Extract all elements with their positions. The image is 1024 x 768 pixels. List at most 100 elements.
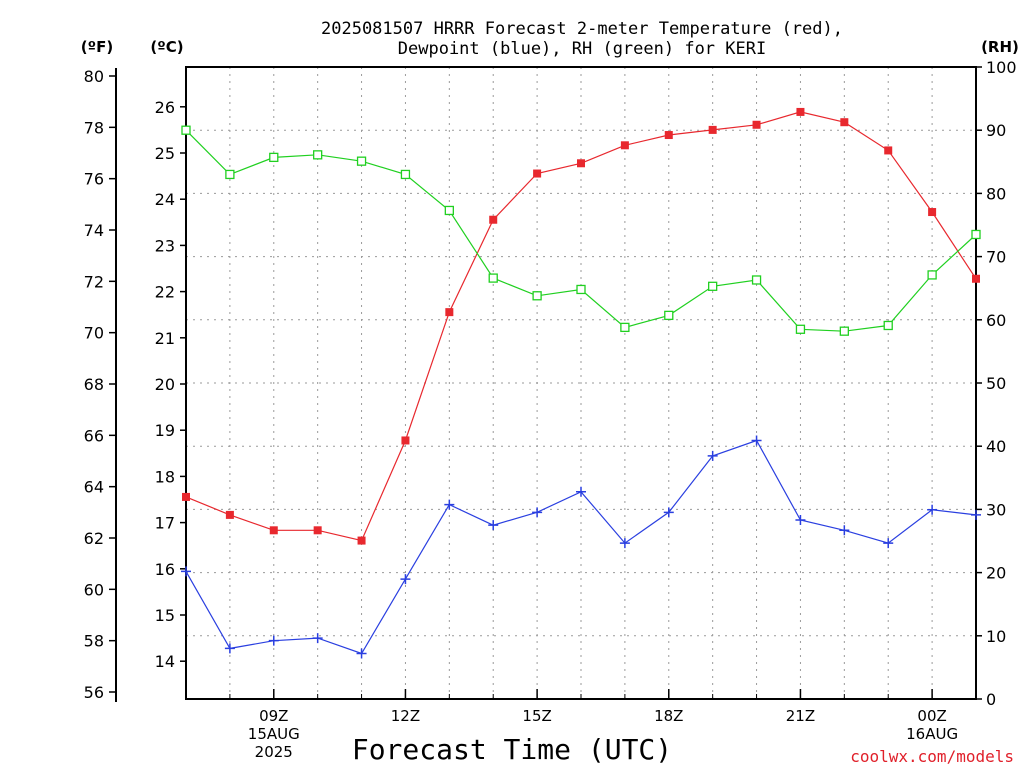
temperature-point — [752, 120, 761, 129]
dewpoint-point — [971, 509, 981, 520]
dewpoint-point — [532, 507, 543, 518]
temperature-point — [182, 492, 190, 501]
rh-point — [269, 152, 279, 163]
rh-point — [620, 322, 630, 333]
x-tick-label: 15AUG — [248, 725, 300, 743]
celsius-tick-label: 18 — [155, 467, 175, 486]
rh-tick-label: 70 — [986, 248, 1006, 267]
dewpoint-point — [619, 538, 630, 549]
fahrenheit-axis-unit: (ºF) — [81, 38, 113, 56]
fahrenheit-tick-label: 72 — [84, 272, 104, 291]
x-tick-label: 09Z — [259, 707, 288, 725]
temperature-point — [796, 107, 805, 116]
fahrenheit-tick-label: 68 — [84, 375, 104, 394]
dewpoint-point — [839, 525, 850, 536]
rh-point — [488, 273, 498, 283]
celsius-tick-label: 17 — [155, 514, 175, 533]
temperature-point — [664, 131, 673, 140]
rh-point — [444, 205, 454, 216]
temperature-point — [445, 308, 454, 317]
dewpoint-point — [663, 507, 674, 518]
x-tick-label: 00Z — [917, 707, 946, 725]
temperature-point — [620, 141, 629, 150]
celsius-axis-unit: (ºC) — [150, 38, 183, 56]
x-axis-label: Forecast Time (UTC) — [352, 733, 672, 766]
rh-point — [532, 291, 542, 301]
rh-tick-label: 90 — [986, 121, 1006, 140]
fahrenheit-tick-label: 66 — [84, 426, 104, 445]
rh-point — [181, 125, 191, 135]
x-tick-label: 16AUG — [906, 725, 958, 743]
dewpoint-point — [181, 566, 191, 577]
temperature-point — [884, 146, 893, 155]
temperature-point — [928, 208, 937, 217]
celsius-tick-label: 24 — [155, 190, 175, 209]
temperature-point — [269, 526, 278, 535]
temperature-point — [708, 125, 717, 134]
temperature-point — [357, 536, 366, 545]
temperature-point — [313, 526, 322, 535]
rh-tick-label: 40 — [986, 437, 1006, 456]
dewpoint-point — [707, 450, 718, 461]
celsius-tick-label: 19 — [155, 421, 175, 440]
rh-tick-label: 80 — [986, 184, 1006, 203]
fahrenheit-tick-label: 64 — [84, 478, 104, 497]
rh-tick-label: 60 — [986, 311, 1006, 330]
rh-point — [708, 281, 718, 291]
temperature-point — [401, 436, 410, 445]
axes — [109, 66, 982, 702]
celsius-tick-label: 20 — [155, 375, 175, 394]
rh-tick-label: 0 — [986, 690, 996, 709]
rh-point — [883, 320, 893, 331]
rh-point — [664, 310, 674, 321]
celsius-tick-label: 22 — [155, 283, 175, 302]
temperature-point — [489, 215, 498, 224]
celsius-tick-label: 16 — [155, 560, 175, 579]
rh-tick-label: 50 — [986, 374, 1006, 393]
chart-title-line1: 2025081507 HRRR Forecast 2-meter Tempera… — [321, 19, 843, 39]
rh-point — [751, 275, 762, 285]
rh-point — [225, 169, 235, 180]
fahrenheit-tick-labels: 56 58 60 62 64 66 68 70 72 74 76 78 80 — [84, 67, 104, 702]
rh-point — [356, 156, 367, 166]
dewpoint-point — [312, 633, 323, 644]
x-tick-label: 21Z — [786, 707, 815, 725]
dewpoint-point — [444, 499, 455, 510]
fahrenheit-tick-label: 62 — [84, 529, 104, 548]
rh-tick-label: 100 — [986, 58, 1017, 77]
x-tick-label: 2025 — [255, 743, 293, 761]
celsius-tick-label: 14 — [155, 652, 175, 671]
x-tick-label: 18Z — [654, 707, 683, 725]
celsius-tick-label: 26 — [155, 98, 175, 117]
celsius-tick-labels: 14 15 16 17 18 19 20 21 22 23 24 25 26 — [155, 98, 175, 671]
fahrenheit-tick-label: 74 — [84, 221, 104, 240]
chart-title-line2: Dewpoint (blue), RH (green) for KERI — [398, 39, 766, 59]
dewpoint-point — [883, 538, 894, 549]
x-tick-label: 12Z — [391, 707, 420, 725]
fahrenheit-tick-label: 78 — [84, 118, 104, 137]
dewpoint-point — [927, 504, 938, 515]
rh-point — [927, 270, 937, 280]
fahrenheit-tick-label: 80 — [84, 67, 104, 86]
fahrenheit-tick-label: 70 — [84, 324, 104, 343]
temperature-point — [225, 510, 234, 519]
rh-point — [576, 284, 586, 295]
rh-axis-unit: (RH) — [981, 38, 1019, 56]
dewpoint-point — [751, 435, 762, 446]
dewpoint-point — [356, 648, 367, 659]
rh-tick-label: 20 — [986, 564, 1006, 583]
temperature-series — [182, 107, 980, 545]
rh-tick-label: 30 — [986, 500, 1006, 519]
dewpoint-point — [576, 486, 586, 497]
rh-tick-label: 10 — [986, 627, 1006, 646]
temperature-point — [533, 169, 542, 178]
source-credit: coolwx.com/models — [850, 747, 1014, 766]
celsius-tick-label: 21 — [155, 329, 175, 348]
celsius-tick-label: 25 — [155, 144, 175, 163]
celsius-tick-label: 23 — [155, 236, 175, 255]
rh-point — [839, 326, 849, 336]
rh-point — [400, 169, 411, 180]
rh-point — [313, 150, 323, 160]
fahrenheit-tick-label: 58 — [84, 632, 104, 651]
